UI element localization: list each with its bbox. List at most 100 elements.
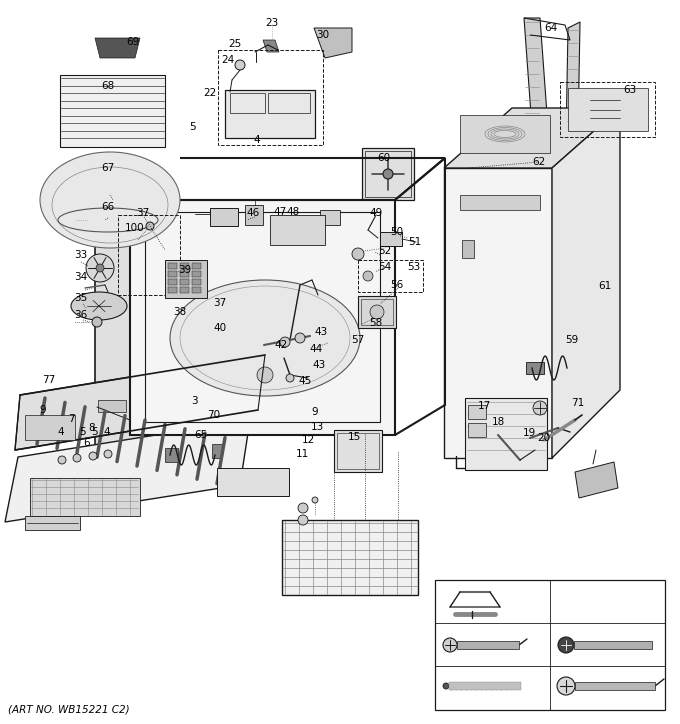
- Polygon shape: [575, 93, 635, 125]
- Bar: [460, 115, 550, 153]
- Circle shape: [370, 305, 384, 319]
- Polygon shape: [282, 520, 418, 595]
- Bar: [365, 151, 411, 197]
- Bar: [435, 580, 665, 710]
- Circle shape: [352, 248, 364, 260]
- Polygon shape: [314, 28, 352, 58]
- Polygon shape: [330, 322, 362, 350]
- Text: 60: 60: [377, 153, 390, 163]
- Polygon shape: [95, 220, 142, 445]
- Text: 3: 3: [190, 396, 197, 406]
- Text: 13: 13: [310, 422, 324, 432]
- Polygon shape: [444, 168, 552, 458]
- Text: 12: 12: [301, 435, 315, 445]
- Text: 8: 8: [88, 423, 95, 433]
- Text: 4: 4: [58, 427, 65, 437]
- Polygon shape: [212, 444, 222, 458]
- Polygon shape: [524, 18, 548, 128]
- Bar: [25, 415, 75, 440]
- Bar: [460, 195, 540, 210]
- Text: 42: 42: [274, 340, 288, 350]
- Bar: [465, 398, 547, 470]
- Text: 58: 58: [369, 318, 383, 328]
- Polygon shape: [520, 434, 534, 446]
- Bar: [60, 75, 165, 147]
- Text: 61: 61: [598, 281, 611, 291]
- Circle shape: [235, 60, 245, 70]
- Text: 53: 53: [407, 262, 421, 272]
- Text: 65: 65: [194, 430, 207, 440]
- Polygon shape: [5, 420, 250, 522]
- Text: 54: 54: [378, 262, 392, 272]
- Bar: [192, 287, 201, 293]
- Bar: [168, 279, 177, 285]
- Bar: [30, 478, 140, 516]
- Ellipse shape: [71, 292, 127, 320]
- Polygon shape: [15, 355, 265, 450]
- Text: 5: 5: [188, 122, 195, 132]
- Bar: [575, 682, 655, 690]
- Text: 51: 51: [409, 237, 422, 247]
- Text: (ART NO. WB15221 C2): (ART NO. WB15221 C2): [8, 705, 130, 715]
- Bar: [449, 682, 521, 690]
- Text: 39: 39: [178, 265, 192, 275]
- Text: 4: 4: [254, 135, 260, 145]
- Circle shape: [557, 677, 575, 695]
- Bar: [337, 433, 379, 469]
- Bar: [468, 423, 486, 437]
- Text: 37: 37: [214, 298, 226, 308]
- Circle shape: [92, 317, 102, 327]
- Text: 20: 20: [537, 433, 551, 443]
- Bar: [210, 208, 238, 226]
- Polygon shape: [552, 108, 620, 458]
- Text: 56: 56: [390, 280, 404, 290]
- Text: 50: 50: [390, 227, 403, 237]
- Text: 9: 9: [39, 405, 46, 415]
- Bar: [362, 148, 414, 200]
- Text: 25: 25: [228, 39, 241, 49]
- Text: 57: 57: [352, 335, 364, 345]
- Text: 4: 4: [103, 427, 110, 437]
- Bar: [225, 90, 315, 138]
- Bar: [361, 299, 393, 325]
- Bar: [98, 225, 126, 237]
- Text: 23: 23: [265, 18, 279, 28]
- Text: 18: 18: [492, 417, 505, 427]
- Circle shape: [298, 515, 308, 525]
- Text: 43: 43: [314, 327, 328, 337]
- Circle shape: [96, 264, 104, 272]
- Text: 46: 46: [246, 208, 260, 218]
- Polygon shape: [165, 448, 178, 462]
- Text: 22: 22: [203, 88, 217, 98]
- Bar: [568, 88, 648, 131]
- Text: 9: 9: [311, 407, 318, 417]
- Text: 38: 38: [173, 307, 186, 317]
- Circle shape: [104, 450, 112, 458]
- Circle shape: [58, 456, 66, 464]
- Bar: [25, 516, 80, 530]
- Circle shape: [443, 638, 457, 652]
- Circle shape: [298, 503, 308, 513]
- Circle shape: [146, 222, 154, 230]
- Text: 40: 40: [214, 323, 226, 333]
- Bar: [180, 279, 189, 285]
- Polygon shape: [444, 108, 620, 168]
- Text: 43: 43: [312, 360, 326, 370]
- Text: 17: 17: [477, 401, 491, 411]
- Bar: [130, 200, 395, 435]
- Bar: [526, 362, 544, 374]
- Bar: [192, 271, 201, 277]
- Circle shape: [286, 374, 294, 382]
- Bar: [168, 271, 177, 277]
- Text: 44: 44: [309, 344, 322, 354]
- Bar: [180, 287, 189, 293]
- Polygon shape: [275, 380, 305, 392]
- Bar: [358, 296, 396, 328]
- Bar: [192, 279, 201, 285]
- Ellipse shape: [40, 152, 180, 248]
- Text: 33: 33: [74, 250, 88, 260]
- Bar: [468, 405, 486, 419]
- Circle shape: [443, 683, 449, 689]
- Circle shape: [280, 337, 290, 347]
- Circle shape: [89, 452, 97, 460]
